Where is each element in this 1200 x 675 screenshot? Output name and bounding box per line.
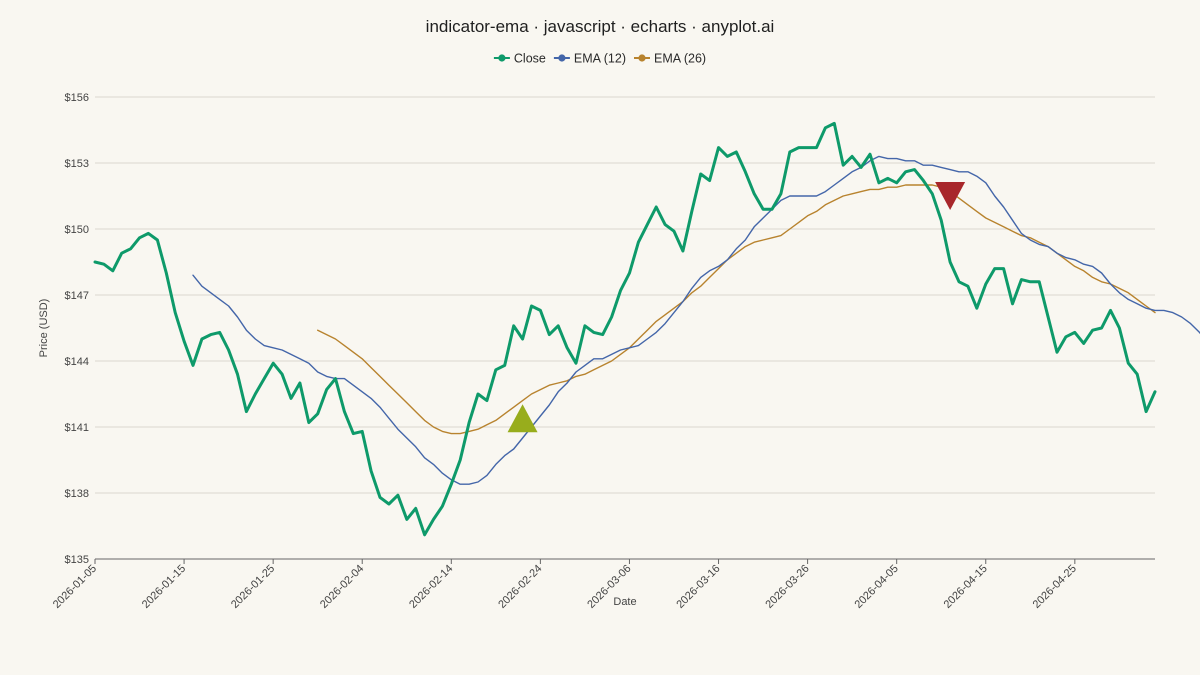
x-axis-title: Date <box>613 596 636 608</box>
legend-label: EMA (12) <box>574 52 626 66</box>
signal-markers <box>507 182 966 433</box>
legend: Close EMA (12) EMA (26) <box>493 52 706 66</box>
x-tick-label: 2026-01-05 <box>51 563 99 611</box>
series-line-close <box>93 121 1157 537</box>
y-tick-label: $153 <box>65 158 89 170</box>
buy-signal-marker <box>507 404 538 433</box>
series-layer <box>93 121 1200 537</box>
x-axis-ticks: 2026-01-05 2026-01-15 2026-01-25 2026-02-04… <box>51 559 1079 611</box>
x-tick-label: 2026-03-26 <box>763 563 811 611</box>
x-tick-label: 2026-04-05 <box>853 563 901 611</box>
legend-item: Close <box>493 52 546 66</box>
x-tick-label: 2026-01-25 <box>229 563 277 611</box>
x-tick-label: 2026-02-24 <box>496 563 544 611</box>
legend-swatch-dot <box>638 54 646 62</box>
legend-label: EMA (26) <box>654 52 706 66</box>
y-tick-label: $138 <box>65 488 89 500</box>
x-tick-label: 2026-02-14 <box>407 563 455 611</box>
series-line-ema-26 <box>317 184 1156 435</box>
x-tick-label: 2026-04-25 <box>1031 563 1079 611</box>
sell-signal-marker <box>935 182 966 210</box>
y-tick-label: $141 <box>65 422 89 434</box>
legend-swatch-dot <box>558 54 566 62</box>
y-axis-ticks: $135 $138 $141 $144 $147 $150 $153 $156 <box>65 92 89 566</box>
legend-swatch-dot <box>498 54 506 62</box>
y-tick-label: $150 <box>65 224 89 236</box>
y-tick-label: $156 <box>65 92 89 104</box>
legend-item: EMA (12) <box>553 52 626 66</box>
y-tick-label: $144 <box>65 356 89 368</box>
chart-title: indicator-ema · javascript · echarts · a… <box>426 17 775 36</box>
legend-item: EMA (26) <box>634 52 706 66</box>
grid <box>95 96 1155 494</box>
legend-label: Close <box>514 52 546 66</box>
x-tick-label: 2026-01-15 <box>140 563 188 611</box>
y-tick-label: $135 <box>65 554 89 566</box>
y-axis-title: Price (USD) <box>38 299 50 358</box>
x-tick-label: 2026-04-15 <box>942 563 990 611</box>
x-tick-label: 2026-02-04 <box>318 563 366 611</box>
series-line-ema-12 <box>192 155 1200 485</box>
y-tick-label: $147 <box>65 290 89 302</box>
x-tick-label: 2026-03-16 <box>674 563 722 611</box>
